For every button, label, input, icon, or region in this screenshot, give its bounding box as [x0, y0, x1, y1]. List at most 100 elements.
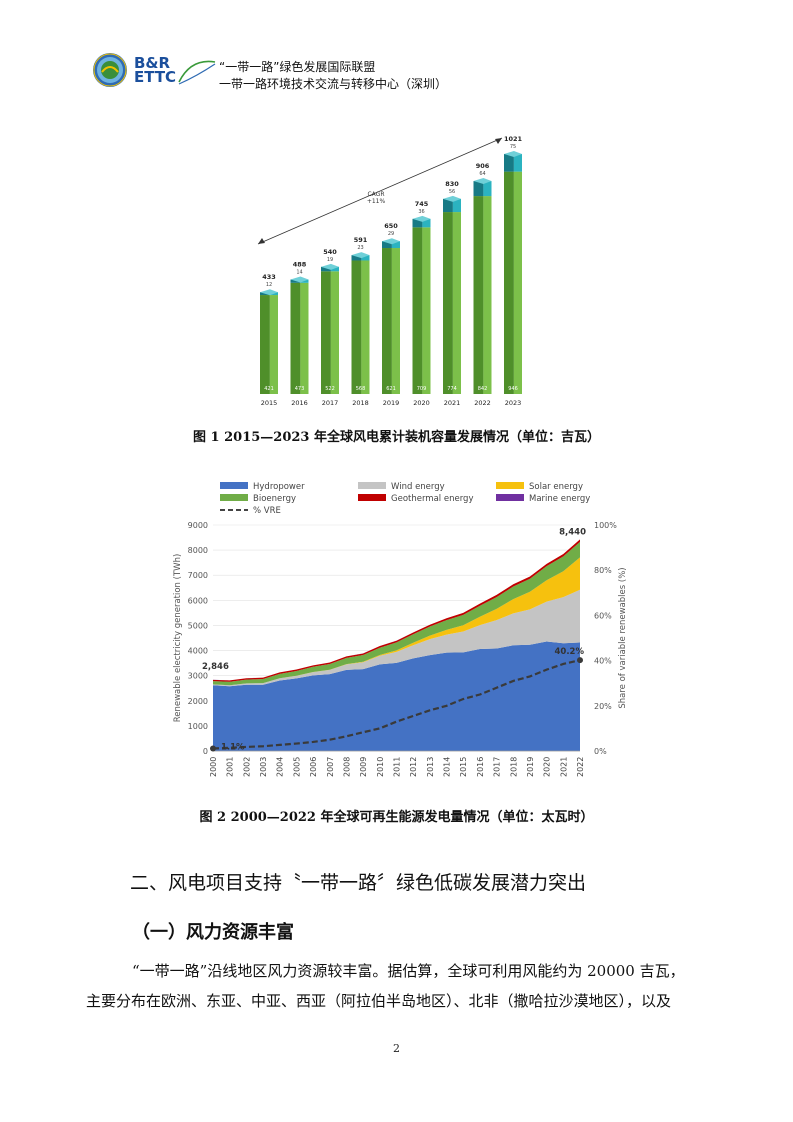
x-tick-label: 2021: [444, 399, 461, 407]
x-tick-label: 2021: [559, 757, 568, 777]
legend-swatch-0: [220, 482, 248, 489]
org-name-line2: 一带一路环境技术交流与转移中心（深圳）: [219, 77, 448, 91]
bar-lower-side: [513, 171, 522, 394]
bar-onshore-label: 473: [295, 386, 305, 392]
bar-top-cap: [504, 151, 522, 157]
logo-text-line1: B&R: [134, 54, 171, 72]
bar-lower-side: [361, 260, 370, 394]
bar-total-label: 591: [354, 236, 368, 244]
x-tick-label: 2006: [309, 757, 318, 777]
cagr-label: CAGR: [367, 191, 384, 198]
y-right-axis-title: Share of variable renewables (%): [618, 567, 628, 708]
x-tick-label: 2019: [526, 757, 535, 777]
y-tick-label: 1000: [188, 722, 208, 731]
y-tick-label: 9000: [188, 521, 208, 530]
legend-label-vre: % VRE: [253, 506, 281, 516]
x-tick-label: 2009: [359, 757, 368, 777]
bar-offshore-label: 14: [296, 270, 302, 276]
bar-onshore-label: 709: [417, 386, 427, 392]
bar-upper-front: [412, 218, 423, 228]
y-right-tick-label: 60%: [594, 611, 612, 620]
bar-lower-side: [452, 212, 461, 394]
vre-start-marker: [210, 745, 216, 752]
x-tick-label: 2022: [474, 399, 491, 407]
bar-top-cap: [321, 263, 339, 270]
y-right-tick-label: 0%: [594, 747, 607, 756]
x-tick-label: 2011: [393, 757, 402, 777]
bar-group-2015: [260, 289, 278, 394]
x-tick-label: 2016: [291, 399, 308, 407]
subsection-heading: （一）风力资源丰富: [132, 922, 294, 943]
figure1-caption: 图 1 2015—2023 年全球风电累计装机容量发展情况（单位：吉瓦）: [193, 430, 600, 445]
bar-lower-front: [321, 271, 331, 394]
renewable-generation-area-chart: Hydropower Wind energy Solar energy Bioener…: [173, 482, 628, 777]
legend-label-1: Wind energy: [391, 482, 445, 492]
bar-upper-front: [351, 255, 362, 261]
bar-lower-side: [269, 295, 278, 394]
x-tick-label: 2003: [259, 757, 268, 777]
bar-total-label: 745: [415, 200, 429, 208]
x-tick-label: 2020: [543, 757, 552, 777]
legend-label-5: Marine energy: [529, 494, 590, 504]
x-tick-label: 2007: [326, 757, 335, 777]
bar-onshore-label: 568: [356, 386, 366, 392]
bar-upper-front: [382, 241, 392, 249]
legend-swatch-1: [358, 482, 386, 489]
paragraph-line-1: “一带一路”沿线地区风力资源较丰富。据估算，全球可利用风能约为 20000 吉瓦…: [132, 962, 685, 980]
bar-lower-side: [330, 271, 339, 394]
x-tick-label: 2013: [426, 757, 435, 777]
bar-upper-side: [330, 266, 339, 272]
y-tick-label: 5000: [188, 621, 208, 630]
bar-total-label: 540: [323, 248, 337, 256]
bar-lower-side: [391, 248, 400, 394]
bar-offshore-label: 12: [266, 282, 272, 288]
vre-dashed-line: [212, 659, 581, 750]
bar-lower-front: [504, 171, 514, 394]
x-tick-label: 2019: [383, 399, 400, 407]
bar-upper-front: [443, 198, 453, 213]
legend-swatch-3: [220, 494, 248, 501]
bar-offshore-label: 75: [510, 144, 516, 150]
x-tick-label: 2018: [352, 399, 369, 407]
vre-end-marker: [577, 657, 583, 664]
figure2-caption: 图 2 2000—2022 年全球可再生能源发电量情况（单位：太瓦时）: [199, 810, 594, 825]
bar-upper-side: [452, 198, 461, 213]
bar-group-2023: [504, 151, 522, 394]
x-tick-label: 2020: [413, 399, 430, 407]
alliance-seal-logo: [93, 53, 127, 87]
bar-top-cap: [290, 276, 309, 283]
y-right-tick-label: 20%: [594, 702, 612, 711]
bar-top-cap: [351, 252, 370, 259]
legend-label-3: Bioenergy: [253, 494, 296, 504]
bar-top-cap: [260, 289, 278, 296]
bar-total-label: 830: [445, 180, 459, 188]
bar-lower-front: [260, 295, 270, 394]
bar-total-label: 1021: [504, 135, 523, 143]
document-header: B&R ETTC “一带一路”绿色发展国际联盟 一带一路环境技术交流与转移中心（…: [92, 52, 512, 96]
legend-swatch-5: [496, 494, 524, 501]
bar-offshore-label: 19: [327, 257, 333, 263]
legend-label-4: Geothermal energy: [391, 494, 473, 504]
bar-offshore-label: 29: [388, 231, 394, 237]
bar-upper-side: [422, 218, 431, 228]
y-tick-label: 3000: [188, 672, 208, 681]
bar-lower-front: [473, 196, 484, 394]
x-tick-label: 2014: [443, 757, 452, 777]
bar-upper-front: [473, 181, 484, 197]
bar-total-label: 488: [293, 261, 307, 269]
bar-group-2017: [321, 263, 339, 394]
vre-end-label: 40.2%: [555, 647, 585, 657]
y-tick-label: 7000: [188, 571, 208, 580]
y-tick-label: 4000: [188, 647, 208, 656]
bar-onshore-label: 774: [447, 386, 457, 392]
bar-upper-side: [361, 255, 370, 261]
end-total-label: 8,440: [559, 527, 586, 537]
x-tick-label: 2001: [226, 757, 235, 777]
bar-upper-front: [321, 266, 331, 272]
bar-onshore-label: 842: [478, 386, 488, 392]
bar-lower-front: [382, 248, 392, 394]
bar-offshore-label: 64: [479, 171, 485, 177]
y-tick-label: 8000: [188, 546, 208, 555]
y-tick-label: 0: [203, 747, 208, 756]
